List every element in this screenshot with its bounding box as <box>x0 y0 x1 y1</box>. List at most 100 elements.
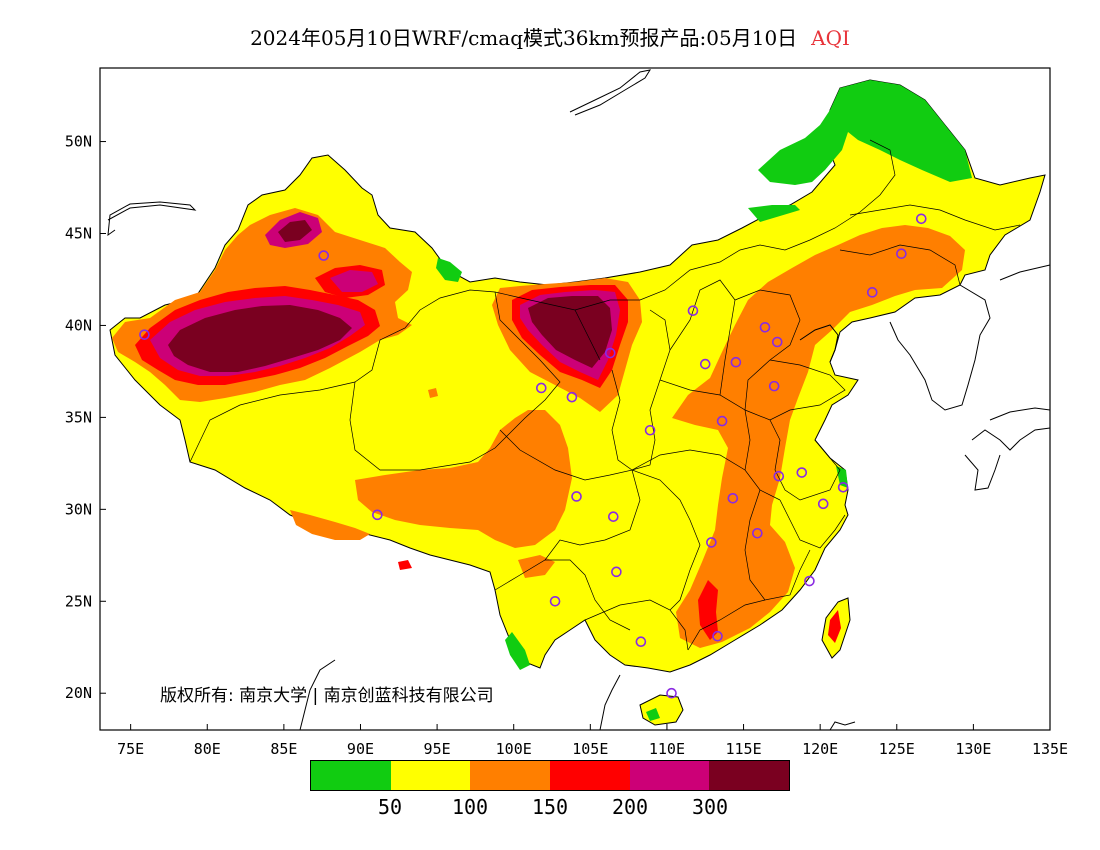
lon-label: 130E <box>955 740 991 758</box>
green-inner-mongolia <box>748 205 800 222</box>
station-marker <box>666 687 677 699</box>
colorbar-label: 300 <box>691 795 729 819</box>
lon-label: 115E <box>725 740 761 758</box>
colorbar-swatch <box>629 761 710 790</box>
station-marker <box>773 470 785 482</box>
station-marker <box>604 347 616 359</box>
title-text: 2024年05月10日WRF/cmaq模式36km预报产品:05月10日 <box>250 26 798 50</box>
magenta-xinjiang-east <box>330 270 378 292</box>
station-marker <box>712 630 723 642</box>
station-marker <box>318 250 330 261</box>
boundary-hebei <box>734 289 801 411</box>
station-markers <box>139 213 927 699</box>
boundary-guangxi <box>584 599 689 651</box>
station-marker <box>817 498 829 510</box>
boundary-fujian-jiangxi <box>744 489 811 601</box>
longitude-axis: 75E 80E 85E 90E 95E 100E 105E 110E 115E 120E 125E 1… <box>117 724 1068 758</box>
colorbar-swatch <box>390 761 471 790</box>
colorbar-swatch <box>311 761 391 790</box>
colorbar-label: 200 <box>611 795 649 819</box>
maroon-gansu <box>528 296 612 368</box>
lat-label: 40N <box>65 316 92 334</box>
lon-label: 85E <box>270 740 297 758</box>
station-marker <box>139 329 150 340</box>
lon-label: 100E <box>496 740 532 758</box>
lat-label: 50N <box>65 133 92 151</box>
station-marker <box>915 213 927 225</box>
latitude-axis: 50N 45N 40N 35N 30N 25N 20N <box>65 133 106 702</box>
boundary-hunan <box>631 469 701 611</box>
lat-label: 45N <box>65 225 92 243</box>
aqi-colorbar <box>310 760 790 791</box>
coast-balkhash <box>107 201 197 237</box>
coast-japan-1 <box>989 407 1051 421</box>
map-title: 2024年05月10日WRF/cmaq模式36km预报产品:05月10日 AQI <box>0 22 1100 51</box>
station-marker <box>372 509 383 521</box>
station-marker <box>752 527 763 539</box>
coast-japan-3 <box>964 454 1001 491</box>
station-marker <box>608 511 619 522</box>
lon-label: 95E <box>424 740 451 758</box>
station-marker <box>837 481 849 493</box>
coast-russia-east <box>999 264 1051 281</box>
orange-yunnan-guizhou <box>518 555 555 578</box>
colorbar-swatch <box>709 761 790 790</box>
boundary-henan <box>659 379 751 471</box>
boundary-heilongjiang <box>849 204 1021 231</box>
lon-label: 90E <box>347 740 374 758</box>
station-marker <box>716 415 728 427</box>
lat-label: 25N <box>65 592 92 610</box>
orange-qinghai-spot <box>428 388 438 398</box>
station-marker <box>896 248 907 260</box>
lat-label: 30N <box>65 500 92 518</box>
station-marker <box>566 391 578 403</box>
orange-tibet-south <box>290 510 370 540</box>
taiwan-red <box>828 610 841 643</box>
station-marker <box>759 321 771 333</box>
lon-label: 75E <box>117 740 144 758</box>
colorbar-swatch <box>550 761 630 790</box>
station-marker <box>611 566 622 578</box>
station-marker <box>699 358 711 370</box>
lat-label: 35N <box>65 408 92 426</box>
coast-vietnam <box>599 674 621 731</box>
station-marker <box>706 537 717 548</box>
boundary-ningxia <box>574 309 601 361</box>
station-marker <box>771 336 783 348</box>
lon-label: 105E <box>572 740 608 758</box>
aqi-field <box>109 79 1046 726</box>
boundary-jiangsu-anhui <box>769 419 841 501</box>
green-yunnan <box>505 632 530 670</box>
coast-korea <box>889 284 991 411</box>
station-marker <box>796 467 808 478</box>
lon-label: 135E <box>1032 740 1068 758</box>
green-northeast <box>758 80 972 185</box>
red-tibet-spot <box>398 560 412 570</box>
colorbar-labels: 50 100 150 200 300 <box>310 795 790 819</box>
station-marker <box>804 575 815 587</box>
green-north-xinjiang <box>436 258 462 282</box>
boundary-guangdong <box>687 599 766 651</box>
station-marker <box>571 491 582 502</box>
station-marker <box>768 380 780 392</box>
station-marker <box>687 305 699 317</box>
orange-east-china <box>672 225 965 648</box>
boundary-yunnan <box>494 559 631 631</box>
boundary-inner-mongolia <box>494 139 896 311</box>
pollutant-label: AQI <box>811 26 850 50</box>
maroon-xinjiang-north <box>278 220 312 242</box>
lon-label: 80E <box>194 740 221 758</box>
lon-label: 120E <box>802 740 838 758</box>
station-marker <box>644 424 656 436</box>
colorbar-swatch <box>470 761 551 790</box>
map-frame <box>99 67 1051 731</box>
colorbar-label: 100 <box>451 795 489 819</box>
station-marker <box>635 636 647 648</box>
boundary-sichuan <box>499 429 641 561</box>
coast-japan-2 <box>971 427 1051 451</box>
station-marker <box>866 287 878 298</box>
copyright-notice: 版权所有: 南京大学 | 南京创蓝科技有限公司 <box>160 686 494 706</box>
colorbar-label: 50 <box>377 795 403 819</box>
colorbar-label: 150 <box>531 795 569 819</box>
